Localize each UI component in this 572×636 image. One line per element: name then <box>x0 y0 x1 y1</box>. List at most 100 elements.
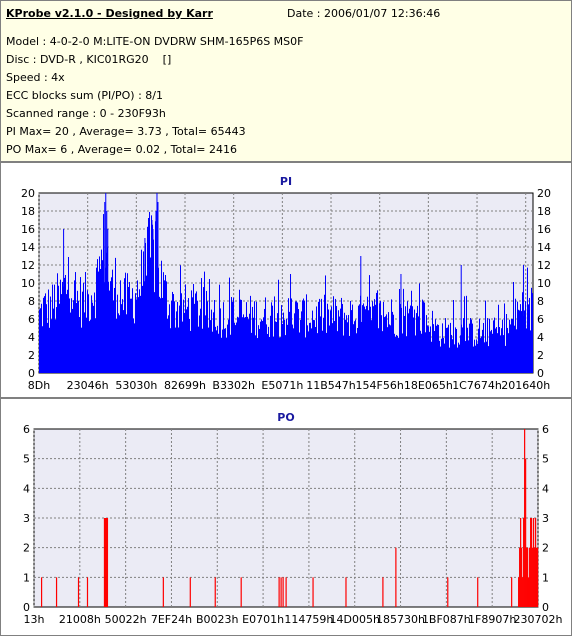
y-tick-label-right: 20 <box>537 187 551 200</box>
pi-bar <box>181 293 182 373</box>
pi-bar <box>138 297 139 373</box>
pi-bar <box>170 328 171 373</box>
pi-bar <box>368 310 369 373</box>
pi-bar <box>287 324 288 373</box>
pi-bar <box>353 324 354 373</box>
y-tick-label-right: 10 <box>537 277 551 290</box>
y-tick-label-right: 0 <box>542 601 549 614</box>
pi-bar <box>280 337 281 373</box>
pi-bar <box>345 319 346 373</box>
pi-bar <box>301 311 302 373</box>
pi-bar <box>364 306 365 373</box>
pi-bar <box>299 332 300 373</box>
pi-bar <box>179 305 180 373</box>
pi-bar <box>362 305 363 373</box>
pi-bar <box>188 298 189 373</box>
pi-bar <box>242 317 243 373</box>
pi-bar <box>488 346 489 373</box>
pi-bar <box>297 302 298 373</box>
range-info: Scanned range : 0 - 230F93h <box>6 107 166 120</box>
pi-bar <box>250 295 251 373</box>
pi-bar <box>472 323 473 373</box>
pi-bar <box>43 297 44 373</box>
po-grid <box>33 429 539 607</box>
pi-bar <box>325 275 326 373</box>
pi-bar <box>322 330 323 373</box>
pi-bar <box>502 319 503 373</box>
pi-bar <box>501 328 502 373</box>
pi-bar <box>218 333 219 373</box>
pi-bar <box>93 305 94 373</box>
pi-bar <box>177 301 178 373</box>
ecc-info: ECC blocks sum (PI/PO) : 8/1 <box>6 89 163 102</box>
pi-bar <box>74 280 75 373</box>
pi-bar <box>160 298 161 373</box>
pi-bar <box>331 306 332 373</box>
pi-x-ticks: 8Dh 23046h 53030h 82699h B3302h E5071h 11B547h… <box>28 379 550 392</box>
pi-bar <box>251 332 252 373</box>
pi-bar <box>507 327 508 373</box>
pi-bar-spike <box>400 274 402 373</box>
pi-bar <box>77 290 78 373</box>
pi-bar <box>348 314 349 373</box>
pi-bar <box>372 301 373 373</box>
pi-bar <box>71 298 72 373</box>
disc-info: Disc : DVD-R , KIC01RG20 [] <box>6 53 172 66</box>
pi-bar <box>487 318 488 373</box>
pi-bar <box>180 265 181 373</box>
y-tick-label-left: 10 <box>21 277 35 290</box>
y-tick-label-left: 6 <box>23 423 30 436</box>
pi-bar <box>446 327 447 373</box>
y-tick-label-left: 0 <box>23 601 30 614</box>
pi-bar <box>272 305 273 373</box>
pi-bar <box>520 304 521 373</box>
po-bar <box>535 518 537 607</box>
pi-bar <box>377 290 378 373</box>
pi-bar <box>56 307 57 373</box>
pi-bar <box>80 277 81 373</box>
pi-bar <box>229 277 230 373</box>
po-bar <box>189 577 191 607</box>
pi-bar <box>484 342 485 373</box>
po-bar <box>285 577 287 607</box>
pi-bar-spike <box>152 229 154 373</box>
pi-chart-panel: PI 0 0 2 2 4 4 6 6 8 8 10 10 12 12 14 14 16 16 18 18 20 20 8D… <box>0 162 572 398</box>
y-tick-label-right: 6 <box>537 313 544 326</box>
pi-bar <box>327 303 328 373</box>
pi-bar <box>429 331 430 373</box>
pi-bar <box>347 322 348 373</box>
pi-bar <box>466 295 467 373</box>
pi-bar <box>311 328 312 373</box>
pi-bar <box>246 302 247 373</box>
pi-bars <box>39 193 533 373</box>
x-tick-label: 21008h <box>59 613 101 626</box>
pi-bar <box>513 281 514 373</box>
pi-bar <box>132 288 133 373</box>
pi-bar <box>296 301 297 373</box>
pi-bar <box>208 327 209 373</box>
pi-bar <box>40 308 41 373</box>
pi-bar <box>402 333 403 373</box>
pi-bar <box>495 328 496 373</box>
pi-bar <box>282 323 283 373</box>
pi-bar <box>143 251 144 373</box>
pi-bar <box>169 304 170 373</box>
pi-bar <box>148 218 149 373</box>
x-tick-label: 23046h <box>67 379 109 392</box>
x-tick-label: E5071h <box>261 379 303 392</box>
pi-bar <box>310 322 311 373</box>
pi-bar <box>367 296 368 373</box>
pi-bar <box>366 305 367 373</box>
pi-bar <box>350 300 351 373</box>
pi-bar <box>427 325 428 373</box>
pi-bar <box>444 343 445 373</box>
scan-date: Date : 2006/01/07 12:36:46 <box>287 7 441 20</box>
po-bar <box>86 577 89 607</box>
x-tick-label: 185730h <box>376 613 425 626</box>
pi-bar-spike <box>157 202 159 373</box>
pi-bar <box>60 279 61 373</box>
pi-bar <box>295 301 296 373</box>
pi-bar <box>44 296 45 373</box>
pi-bar <box>490 331 491 373</box>
pi-bar <box>50 296 51 373</box>
